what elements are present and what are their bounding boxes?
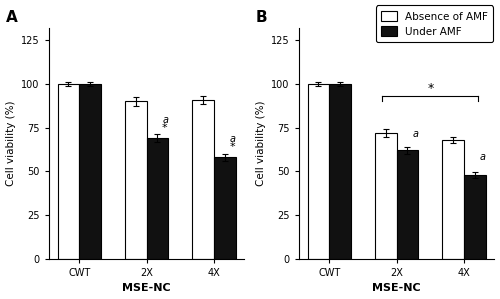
Text: *: * [162,123,168,133]
Bar [464,175,485,259]
Legend: Absence of AMF, Under AMF: Absence of AMF, Under AMF [376,5,493,42]
Bar [58,84,79,259]
Bar [192,100,214,259]
Text: *: * [230,142,235,152]
Bar [79,84,101,259]
Bar [396,150,418,259]
X-axis label: MSE-NC: MSE-NC [122,283,171,293]
Text: a: a [480,152,486,162]
Text: a: a [412,129,418,139]
Text: B: B [256,10,268,25]
Bar [146,138,168,259]
Bar [375,133,396,259]
Bar [214,157,236,259]
Bar [125,101,146,259]
Text: A: A [6,10,18,25]
Y-axis label: Cell viability (%): Cell viability (%) [256,101,266,186]
Bar [442,140,464,259]
Y-axis label: Cell viability (%): Cell viability (%) [6,101,16,186]
X-axis label: MSE-NC: MSE-NC [372,283,421,293]
Text: a: a [162,115,168,125]
Bar [308,84,329,259]
Text: a: a [230,134,235,144]
Text: *: * [427,82,434,95]
Bar [329,84,351,259]
